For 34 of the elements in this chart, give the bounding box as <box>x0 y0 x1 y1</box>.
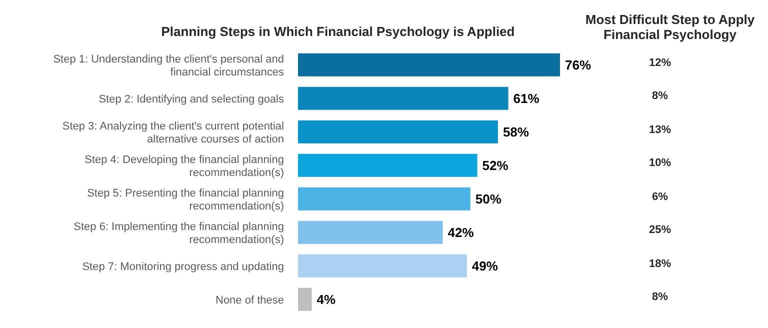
y-tick-label: Step 6: Implementing the financial planning recommendation(s) <box>74 220 284 246</box>
data-label: 8% <box>651 291 669 304</box>
data-label: 18% <box>648 258 672 270</box>
bar <box>298 154 478 177</box>
y-tick-label: Step 2: Identifying and selecting goals <box>98 93 284 106</box>
bar <box>298 254 467 278</box>
data-label: 52% <box>482 158 509 173</box>
data-label: 8% <box>651 90 669 102</box>
y-tick-label: Step 1: Understanding the client's personal and financial circumstances <box>53 53 284 78</box>
y-tick-label: None of these <box>216 294 284 306</box>
data-label: 12% <box>648 56 672 69</box>
chart-title: Planning Steps in Which Financial Psychology is Applied <box>160 24 516 39</box>
data-label: 25% <box>648 224 672 236</box>
data-label: 49% <box>472 258 498 274</box>
bar <box>298 220 443 244</box>
data-label: 42% <box>448 224 474 240</box>
text: Most Difficult Step to Apply Financial Psychology <box>584 12 756 42</box>
data-label: 50% <box>475 191 502 206</box>
data-label: 61% <box>513 90 540 106</box>
y-tick-label: Step 5: Presenting the financial planning recommendation(s) <box>87 187 284 212</box>
data-label: 76% <box>565 57 592 72</box>
bar <box>298 288 312 311</box>
y-tick-label: Step 7: Monitoring progress and updating <box>82 260 284 273</box>
data-label: 4% <box>316 292 336 307</box>
data-label: 13% <box>648 124 672 136</box>
bar <box>298 187 470 210</box>
bar <box>298 86 508 110</box>
y-tick-label: Step 4: Developing the financial planning recommendation(s) <box>84 154 284 179</box>
data-label: 10% <box>648 157 672 170</box>
bar <box>298 53 560 76</box>
data-label: 58% <box>502 124 530 140</box>
y-tick-label: Step 3: Analyzing the client's current potential alternative courses of action <box>62 120 284 146</box>
data-label: 6% <box>651 190 669 203</box>
bar <box>298 120 498 144</box>
